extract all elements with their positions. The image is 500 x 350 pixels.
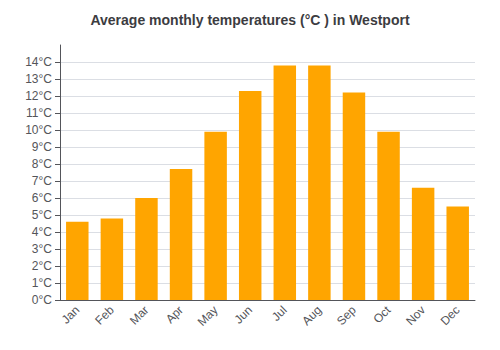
svg-text:Sep: Sep (334, 303, 359, 328)
svg-text:Jul: Jul (269, 303, 290, 324)
svg-text:Average monthly temperatures (: Average monthly temperatures (°C ) in We… (90, 12, 409, 28)
svg-text:3°C: 3°C (32, 242, 52, 256)
svg-text:7°C: 7°C (32, 174, 52, 188)
svg-text:5°C: 5°C (32, 208, 52, 222)
svg-text:Jun: Jun (232, 303, 256, 327)
svg-text:6°C: 6°C (32, 191, 52, 205)
svg-text:Jan: Jan (59, 303, 83, 327)
svg-text:9°C: 9°C (32, 140, 52, 154)
svg-text:Oct: Oct (370, 303, 394, 327)
svg-text:Aug: Aug (299, 303, 324, 328)
svg-text:13°C: 13°C (25, 72, 52, 86)
svg-text:Nov: Nov (403, 303, 428, 328)
svg-text:10°C: 10°C (25, 123, 52, 137)
svg-text:2°C: 2°C (32, 259, 52, 273)
svg-text:Apr: Apr (163, 303, 186, 326)
svg-text:14°C: 14°C (25, 55, 52, 69)
svg-text:Dec: Dec (438, 303, 463, 328)
svg-text:12°C: 12°C (25, 89, 52, 103)
svg-text:1°C: 1°C (32, 276, 52, 290)
svg-text:Feb: Feb (92, 303, 117, 328)
svg-text:11°C: 11°C (26, 106, 52, 120)
svg-text:4°C: 4°C (32, 225, 52, 239)
svg-text:8°C: 8°C (32, 157, 52, 171)
svg-text:Mar: Mar (127, 303, 152, 327)
svg-text:0°C: 0°C (32, 293, 52, 307)
svg-text:May: May (195, 303, 221, 329)
